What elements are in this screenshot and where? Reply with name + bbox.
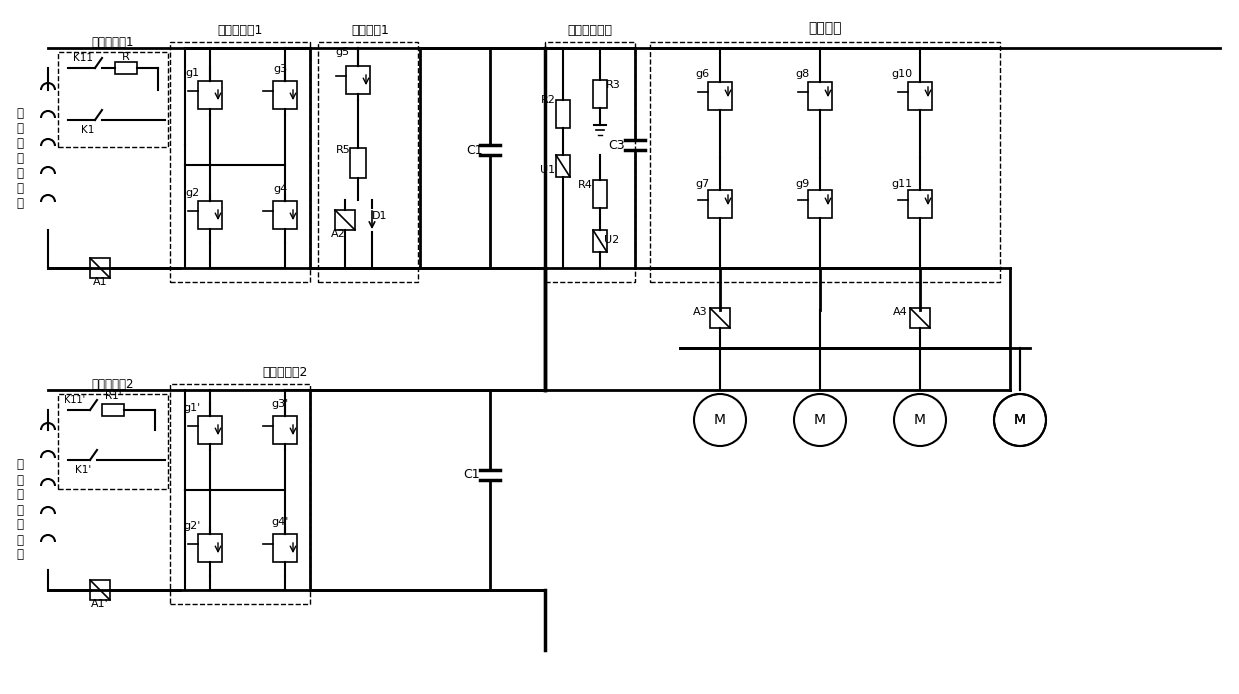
Text: g1': g1' (183, 403, 201, 413)
Text: A1: A1 (93, 277, 108, 287)
Bar (58, 52, 169, 147)
Bar (909, 308, 930, 328)
Text: C1: C1 (467, 144, 483, 157)
Bar (593, 230, 607, 252)
Text: R1': R1' (104, 391, 121, 401)
Bar (273, 534, 297, 562)
Bar (318, 42, 418, 282)
Bar (198, 534, 222, 562)
Text: g9: g9 (795, 179, 809, 189)
Bar (349, 148, 366, 178)
Bar (908, 190, 932, 218)
Text: U1: U1 (540, 165, 555, 175)
Text: 接地检测模块: 接地检测模块 (567, 24, 612, 37)
Bar (58, 394, 169, 489)
Text: 预充电模块2: 预充电模块2 (92, 378, 134, 391)
Bar (273, 416, 297, 444)
Bar (273, 201, 297, 229)
Bar (273, 81, 297, 109)
Bar (707, 82, 732, 110)
Bar (556, 100, 570, 128)
Text: R3: R3 (606, 80, 621, 90)
Bar (593, 80, 607, 108)
Text: g2: g2 (185, 188, 199, 198)
Text: R4: R4 (577, 180, 592, 190)
Text: g3: g3 (273, 64, 287, 74)
Bar (170, 384, 310, 604)
Text: K11: K11 (73, 53, 93, 63)
Text: R: R (123, 52, 130, 62)
Bar (335, 210, 356, 230)
Text: g6: g6 (695, 69, 709, 79)
Text: M: M (914, 413, 926, 427)
Bar (115, 62, 138, 74)
Text: 斩波模块1: 斩波模块1 (351, 24, 389, 37)
Text: g5: g5 (335, 47, 349, 57)
Bar (650, 42, 1000, 282)
Bar (90, 580, 110, 600)
Text: g10: g10 (891, 69, 913, 79)
Text: R5: R5 (336, 145, 351, 155)
Text: g4': g4' (271, 517, 289, 527)
Text: M: M (1014, 413, 1026, 427)
Text: g1: g1 (185, 68, 199, 78)
Bar (908, 82, 932, 110)
Text: g11: g11 (891, 179, 913, 189)
Text: 逆变模块: 逆变模块 (808, 21, 841, 35)
Text: 四象限整流2: 四象限整流2 (263, 366, 307, 378)
Text: A4: A4 (892, 307, 907, 317)
Bar (593, 180, 607, 208)
Text: g3': g3' (271, 399, 289, 409)
Bar (198, 201, 222, 229)
Bar (710, 308, 730, 328)
Text: g7: g7 (695, 179, 709, 189)
Text: M: M (814, 413, 826, 427)
Text: A1': A1' (92, 599, 109, 609)
Text: 四象限整流1: 四象限整流1 (217, 24, 263, 37)
Bar (707, 190, 732, 218)
Bar (102, 404, 124, 416)
Text: K1: K1 (82, 125, 94, 135)
Bar (198, 81, 222, 109)
Text: U2: U2 (605, 235, 620, 245)
Text: 预充电模块1: 预充电模块1 (92, 35, 134, 49)
Text: g4: g4 (273, 184, 287, 194)
Text: A2: A2 (331, 229, 346, 239)
Text: K1': K1' (74, 465, 92, 475)
Text: g8: g8 (795, 69, 809, 79)
Text: R2: R2 (540, 95, 555, 105)
Text: 变
压
器
次
边
绕
组: 变 压 器 次 边 绕 组 (16, 459, 24, 561)
Bar (346, 66, 370, 94)
Bar (545, 42, 636, 282)
Bar (808, 190, 833, 218)
Text: C3: C3 (608, 139, 626, 151)
Bar (198, 416, 222, 444)
Bar (90, 258, 110, 278)
Text: M: M (714, 413, 726, 427)
Text: g2': g2' (183, 521, 201, 531)
Bar (556, 155, 570, 177)
Text: 变
压
器
次
边
绕
组: 变 压 器 次 边 绕 组 (16, 106, 24, 210)
Text: M: M (1014, 413, 1026, 427)
Bar (170, 42, 310, 282)
Text: K11': K11' (64, 395, 85, 405)
Text: D1: D1 (372, 211, 388, 221)
Bar (808, 82, 833, 110)
Text: A3: A3 (693, 307, 707, 317)
Text: C1': C1' (463, 468, 483, 482)
